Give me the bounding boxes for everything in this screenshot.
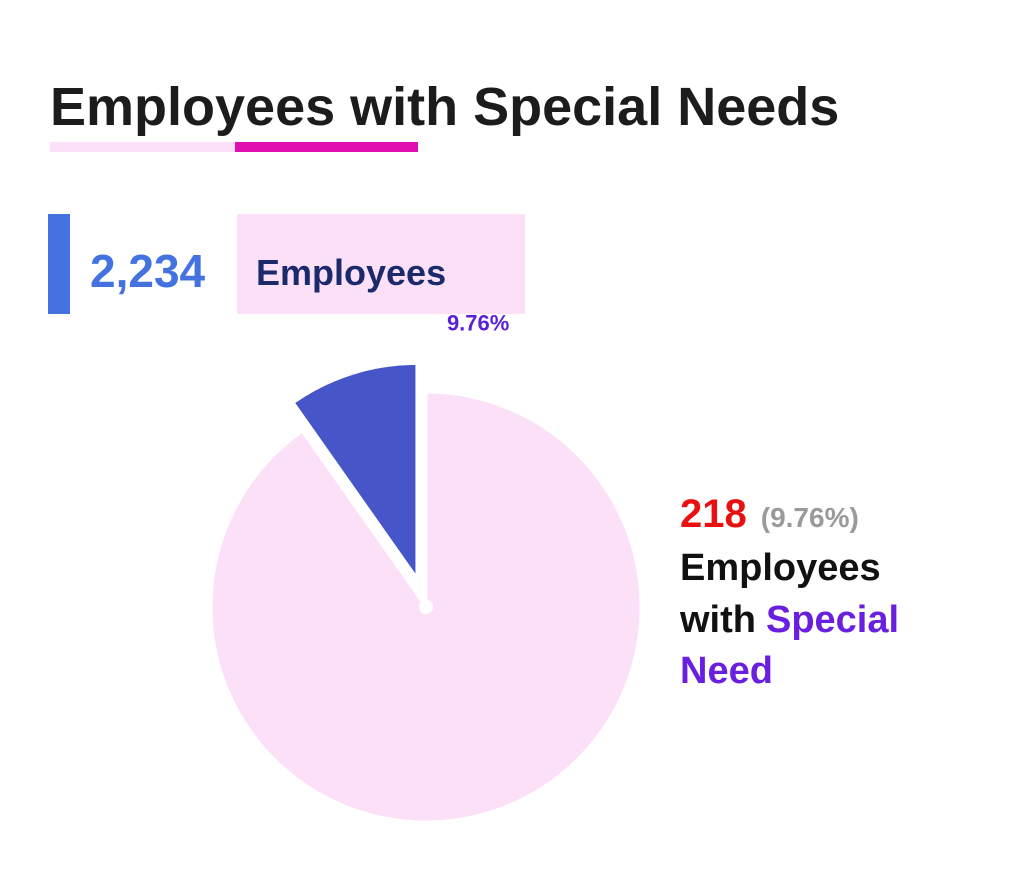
pie: 9.76%	[209, 310, 643, 824]
callout-special: Special	[766, 599, 899, 641]
pie-slice	[209, 390, 643, 824]
slice-label: 9.76%	[447, 310, 509, 335]
callout-line1: Employees	[680, 547, 881, 589]
accent-bar	[48, 214, 70, 314]
title-underline	[50, 142, 235, 152]
callout-line3: Need	[680, 650, 773, 692]
total-count: 2,234	[90, 245, 206, 297]
callout-count-text: 218	[680, 492, 747, 536]
callout-count: 218 (9.76%)	[680, 492, 859, 536]
pie-slice	[291, 361, 419, 584]
title-underline-accent	[235, 142, 418, 152]
pie-center	[419, 600, 433, 614]
callout-with: with	[679, 599, 756, 641]
callout-line2: with Special	[679, 599, 899, 641]
total-label: Employees	[256, 252, 446, 293]
callout-percent: (9.76%)	[761, 502, 859, 533]
title: Employees with Special Needs	[50, 77, 839, 137]
label-box	[237, 214, 525, 314]
